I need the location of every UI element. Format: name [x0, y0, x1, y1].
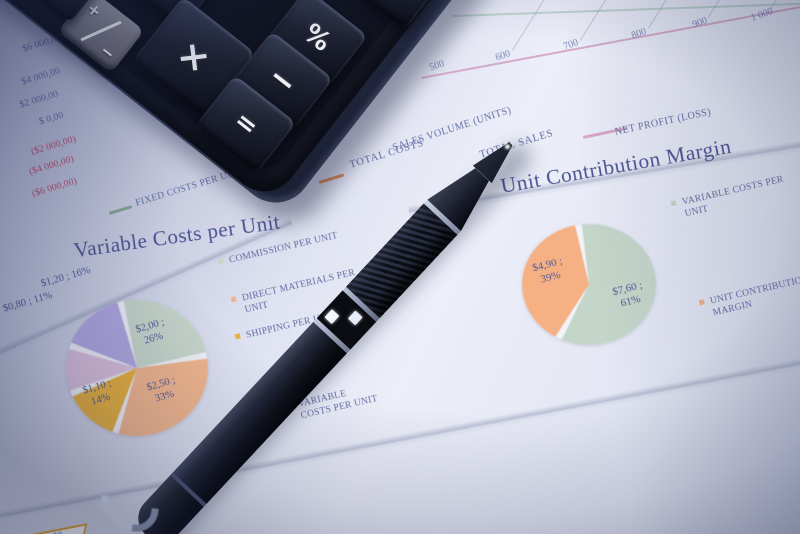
legend-bullet: [698, 299, 705, 306]
y-axis-label: ($6 000,00): [31, 176, 79, 200]
legend-marker-dash: [108, 205, 133, 215]
y-axis-label: $ 0,00: [38, 110, 65, 128]
legend-bullet: [234, 333, 241, 340]
legend-item: UNIT CONTRIBUTION MARGIN: [698, 273, 800, 319]
plus-minus-glyph: −: [96, 40, 119, 64]
legend-bullet: [670, 200, 677, 207]
pen-grip: [346, 203, 458, 319]
variable-costs-pie-chart: [66, 300, 208, 436]
legend-bullet: [230, 296, 237, 303]
chart-gridline: [708, 0, 746, 18]
chart-gridline: [648, 0, 686, 29]
table-cell: $1 500,00: [0, 523, 88, 534]
chart-gridline: [580, 0, 618, 41]
pie-slice-label: $0,80 ; 11%: [1, 290, 54, 315]
legend-bullet: [217, 258, 224, 265]
x-axis-label: 800: [630, 26, 648, 42]
y-axis-label: $4 000,00: [20, 66, 62, 88]
x-axis-label: 900: [691, 15, 709, 31]
legend-label: NET PROFIT (LOSS): [613, 106, 713, 138]
y-axis-label: $2 000,00: [18, 89, 60, 111]
chart-gridline: [512, 0, 550, 51]
legend-item: VARIABLE COSTS PER UNIT: [670, 174, 788, 221]
contribution-margin-pie-chart: [522, 224, 656, 345]
plus-minus-glyph: +: [83, 0, 106, 22]
x-axis-label: 700: [562, 37, 580, 53]
pie-slice-label: $1,20 ; 16%: [39, 264, 92, 290]
y-axis-label: ($4 000,00): [28, 154, 76, 178]
x-axis-label: 1 000: [749, 6, 775, 24]
plus-minus-glyph: [80, 20, 122, 42]
